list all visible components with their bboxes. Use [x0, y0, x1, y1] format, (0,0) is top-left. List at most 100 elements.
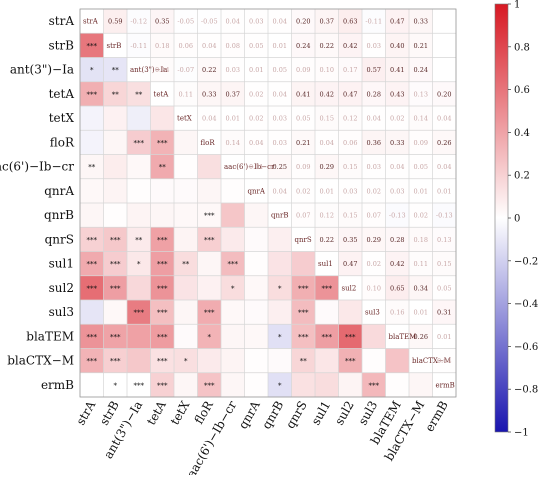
correlation-value-flor-ermb: 0.26 — [437, 139, 451, 147]
correlation-value-qnrb-sul2: 0.15 — [343, 212, 357, 220]
heatmap-cell-qnra-qnrb — [268, 178, 292, 204]
heatmap-cell-sul3-strb — [103, 300, 128, 325]
heatmap-cell-strb-sul3 — [362, 33, 386, 58]
heatmap-cell-ant-3-ia-ant-3-ia — [127, 57, 151, 83]
heatmap-cell-sul1-sul2 — [338, 251, 363, 277]
heatmap-cell-qnra-ant-3-ia — [127, 178, 151, 204]
significance-mark-sul2-aac-6-ib-cr: * — [231, 285, 235, 293]
correlation-value-sul2-blactx-m: 0.34 — [414, 284, 428, 292]
heatmap-cell-tetx-sul1 — [315, 106, 339, 131]
correlation-value-flor-qnrb: 0.03 — [273, 139, 287, 147]
correlation-value-teta-blatem: 0.43 — [390, 90, 404, 98]
heatmap-cell-flor-tetx — [174, 130, 198, 155]
correlation-value-ant-3-ia-tetx: -0.07 — [177, 66, 194, 74]
colorbar-tick-label: 1 — [514, 0, 520, 11]
heatmap-cell-qnra-blactx-m — [409, 178, 433, 204]
correlation-value-aac-6-ib-cr-blactx-m: 0.05 — [414, 163, 428, 171]
correlation-value-flor-qnra: 0.04 — [249, 139, 263, 147]
heatmap-cell-blatem-blactx-m — [409, 324, 433, 349]
heatmap-cell-sul2-blatem — [385, 275, 410, 301]
heatmap-cell-flor-stra — [80, 130, 104, 155]
heatmap-cell-sul1-strb — [103, 251, 128, 277]
correlation-value-aac-6-ib-cr-qnrb: 0.25 — [273, 163, 287, 171]
heatmap-cell-qnrb-qnrb — [268, 203, 292, 228]
correlation-value-stra-flor: -0.05 — [201, 18, 218, 26]
heatmap-cell-blactx-m-sul1 — [315, 348, 339, 374]
correlation-value-aac-6-ib-cr-sul2: 0.15 — [343, 163, 357, 171]
correlation-value-tetx-qnrb: 0.03 — [273, 115, 287, 123]
heatmap-cell-qnrs-teta — [150, 227, 175, 252]
heatmap-cell-aac-6-ib-cr-qnra — [244, 154, 269, 180]
significance-mark-blactx-m-sul2: *** — [345, 358, 356, 366]
heatmap-cell-stra-blactx-m — [409, 9, 433, 34]
correlation-value-flor-blactx-m: 0.09 — [414, 139, 428, 147]
heatmap-cell-sul3-sul1 — [315, 300, 339, 325]
heatmap-cell-blatem-qnrb — [268, 324, 292, 349]
correlation-value-teta-sul3: 0.28 — [367, 90, 381, 98]
colorbar-tick-label: 0.8 — [514, 42, 530, 53]
heatmap-cell-strb-sul1 — [315, 33, 339, 58]
correlation-value-qnrb-sul3: 0.07 — [367, 212, 381, 220]
correlation-value-ant-3-ia-teta: 0.14 — [155, 66, 169, 74]
heatmap-cell-teta-qnrs — [291, 81, 316, 107]
heatmap-cell-qnrs-qnrs — [291, 227, 316, 252]
heatmap-cell-qnrs-aac-6-ib-cr — [221, 227, 245, 252]
heatmap-cell-sul3-stra — [80, 300, 104, 325]
correlation-value-stra-aac-6-ib-cr: 0.04 — [226, 18, 240, 26]
significance-mark-sul3-ant-3-ia: *** — [134, 309, 145, 317]
heatmap-cell-aac-6-ib-cr-teta — [150, 154, 175, 180]
heatmap-cell-teta-sul1 — [315, 81, 339, 107]
heatmap-cell-qnra-sul3 — [362, 178, 386, 204]
heatmap-cell-aac-6-ib-cr-sul2 — [338, 154, 363, 180]
correlation-value-aac-6-ib-cr-blatem: 0.04 — [390, 163, 404, 171]
heatmap-cell-qnra-qnra — [244, 178, 269, 204]
correlation-value-sul2-sul3: 0.10 — [367, 284, 381, 292]
correlation-value-qnra-ermb: 0.01 — [437, 187, 451, 195]
heatmap-cell-teta-stra — [80, 81, 104, 107]
heatmap-cell-ermb-tetx — [174, 372, 198, 398]
row-label-sul3: sul3 — [49, 305, 74, 319]
heatmap-cell-ermb-sul2 — [338, 372, 363, 398]
heatmap-cell-sul3-qnra — [244, 300, 269, 325]
row-label-strb: strB — [48, 38, 74, 52]
heatmap-cell-qnrs-sul3 — [362, 227, 386, 252]
heatmap-cell-sul1-tetx — [174, 251, 198, 277]
heatmap-cell-sul2-aac-6-ib-cr — [221, 275, 245, 301]
heatmap-cell-sul2-qnrb — [268, 275, 292, 301]
correlation-value-sul1-sul2: 0.47 — [343, 260, 357, 268]
correlation-value-teta-sul2: 0.47 — [343, 90, 357, 98]
heatmap-cell-qnrs-sul1 — [315, 227, 339, 252]
heatmap-cell-stra-sul2 — [338, 9, 363, 34]
heatmap-cell-ermb-stra — [80, 372, 104, 398]
correlation-value-qnrb-sul1: 0.12 — [320, 212, 334, 220]
heatmap-cell-sul2-sul1 — [315, 275, 339, 301]
correlation-value-stra-qnrs: 0.20 — [296, 18, 310, 26]
heatmap-cell-ant-3-ia-qnrs — [291, 57, 316, 83]
heatmap-cell-qnrs-qnra — [244, 227, 269, 252]
correlation-value-aac-6-ib-cr-qnra: 0.01 — [249, 163, 263, 171]
significance-mark-qnrb-flor: *** — [204, 212, 215, 220]
heatmap-cell-qnrb-sul2 — [338, 203, 363, 228]
significance-mark-sul3-flor: *** — [204, 309, 215, 317]
heatmap-cell-aac-6-ib-cr-ermb — [432, 154, 457, 180]
heatmap-cell-qnra-aac-6-ib-cr — [221, 178, 245, 204]
heatmap-cell-stra-sul3 — [362, 9, 386, 34]
row-label-blatem: blaTEM — [26, 329, 74, 343]
heatmap-cell-tetx-aac-6-ib-cr — [221, 106, 245, 131]
correlation-value-qnra-qnrs: 0.02 — [296, 187, 310, 195]
correlation-value-stra-blatem: 0.47 — [390, 18, 404, 26]
correlation-value-qnra-sul3: 0.02 — [367, 187, 381, 195]
row-label-sul1: sul1 — [49, 257, 74, 271]
significance-mark-sul2-sul1: *** — [322, 285, 333, 293]
heatmap-cell-blactx-m-ant-3-ia — [127, 348, 151, 374]
diagonal-label-blatem: blaTEM — [389, 333, 417, 341]
heatmap-cell-sul3-blatem — [385, 300, 410, 325]
heatmap-cell-stra-blatem — [385, 9, 410, 34]
heatmap-cell-ant-3-ia-aac-6-ib-cr — [221, 57, 245, 83]
heatmap-cell-tetx-blactx-m — [409, 106, 433, 131]
correlation-value-strb-sul2: 0.42 — [343, 42, 357, 50]
heatmap-cell-strb-stra — [80, 33, 104, 58]
heatmap-cell-aac-6-ib-cr-ant-3-ia — [127, 154, 151, 180]
heatmap-cell-strb-qnrs — [291, 33, 316, 58]
significance-mark-strb-stra: *** — [87, 42, 98, 50]
